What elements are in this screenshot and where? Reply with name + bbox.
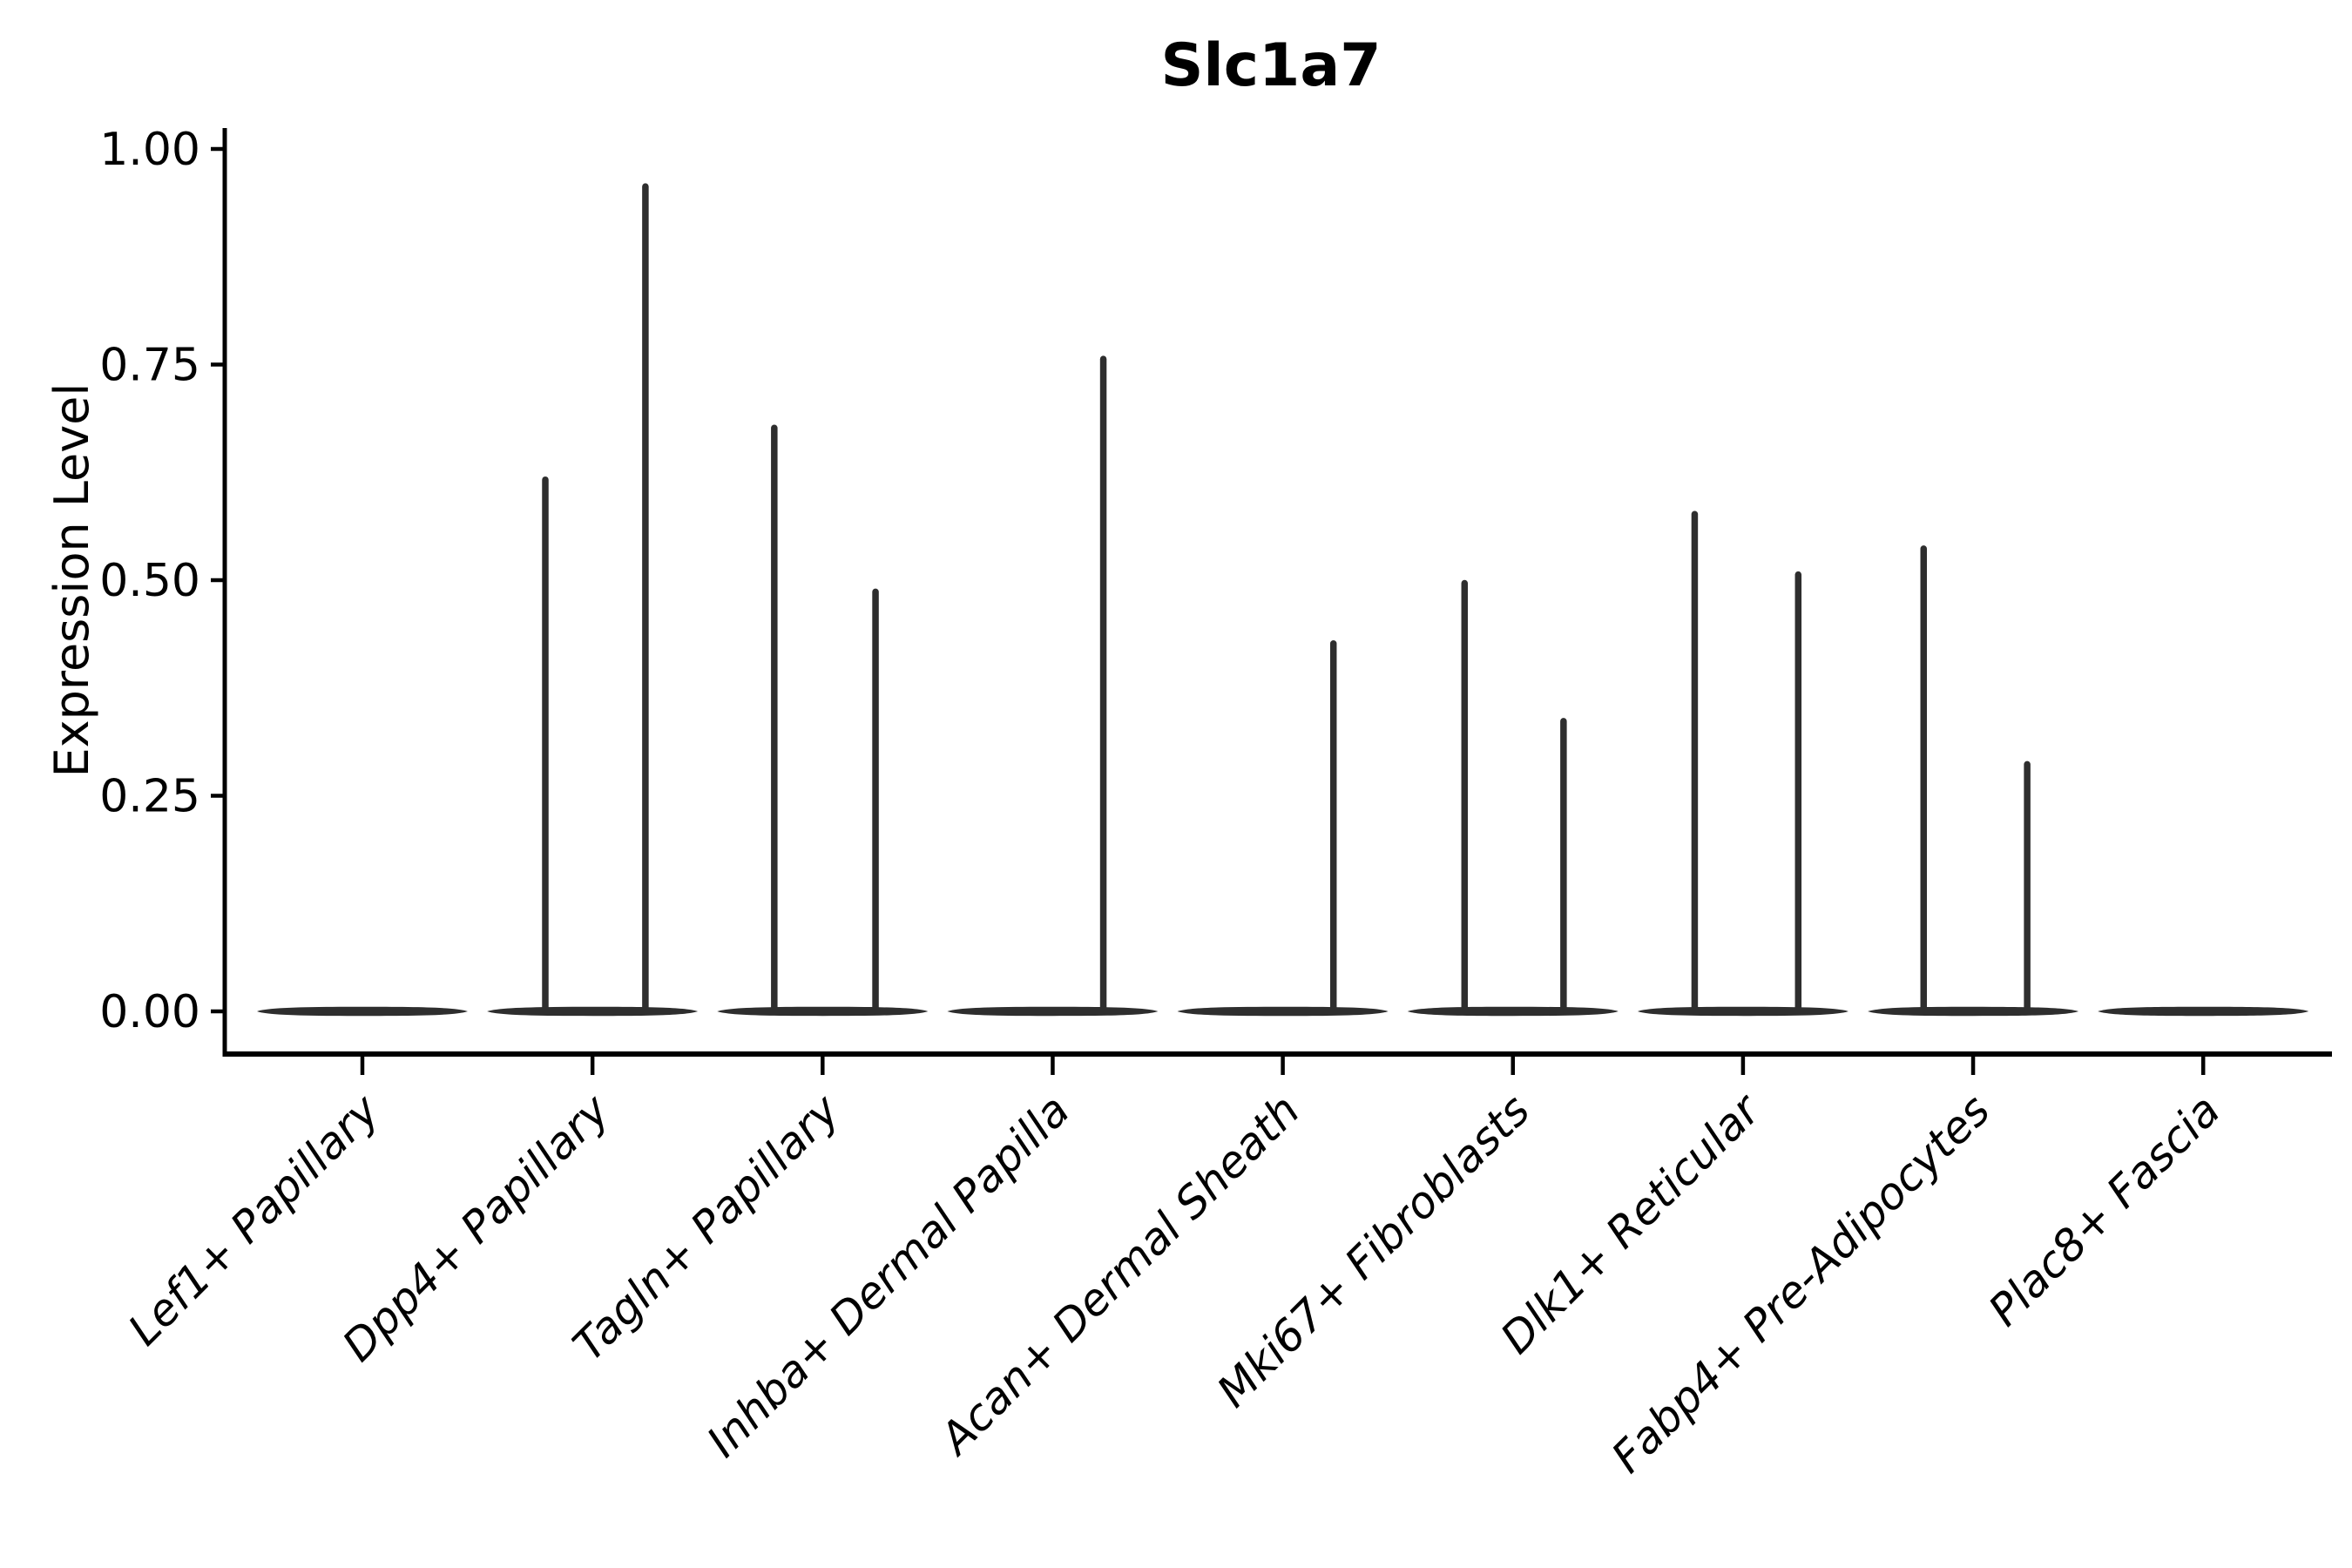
violin-body [1407,1006,1619,1017]
y-axis-label: Expression Level [44,383,99,778]
x-tick-label: Plac8+ Fascia [1979,1085,2230,1335]
x-tick-label: Lef1+ Papillary [118,1084,389,1355]
violin-body [2098,1006,2309,1017]
y-tick-label: 0.25 [99,771,200,823]
violin-layer [257,183,2309,1017]
chart-title: Slc1a7 [1160,31,1381,100]
violin-body [947,1006,1159,1017]
violin-body [1177,1006,1389,1017]
y-tick-label: 0.75 [99,340,200,392]
violin-body [257,1006,468,1017]
violin-body [1637,1006,1848,1017]
violin-body [487,1006,699,1017]
violin-body [1868,1006,2079,1017]
axes-layer [211,128,2332,1075]
y-tick-label: 0.50 [99,555,200,607]
x-tick-label: Inhba+ Dermal Papilla [697,1085,1078,1466]
x-tick-label: Fabp4+ Pre-Adipocytes [1602,1085,2000,1483]
y-tick-label: 0.00 [99,986,200,1038]
y-tick-label: 1.00 [99,124,200,176]
violin-body [717,1006,929,1017]
